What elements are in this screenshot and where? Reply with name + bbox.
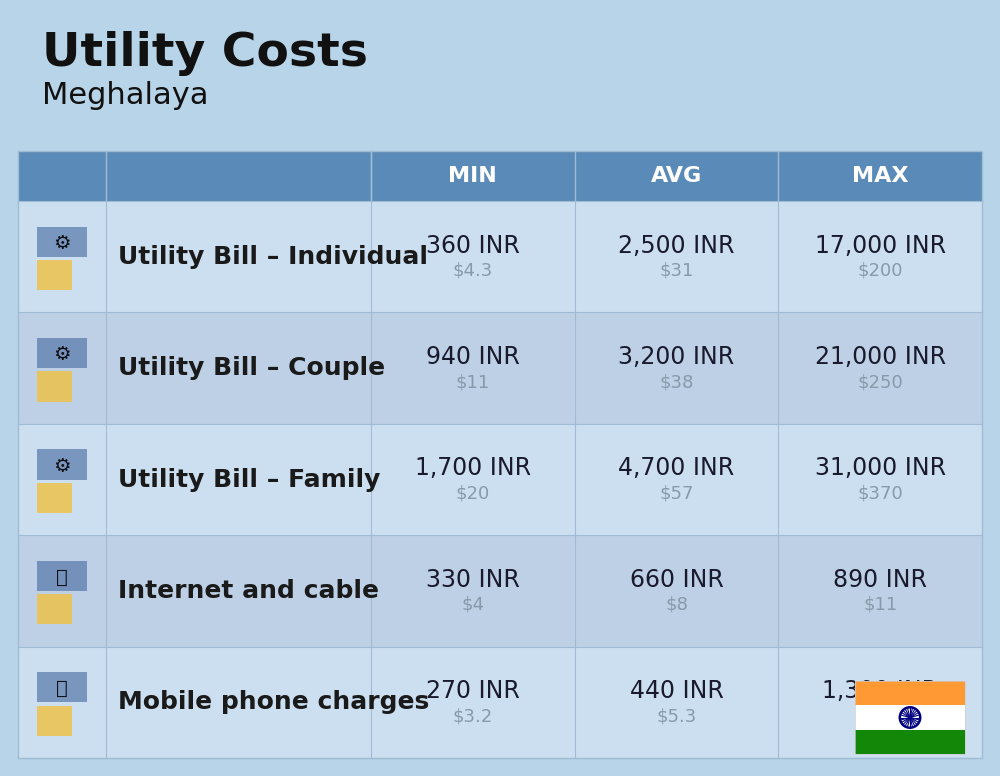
Text: 2,500 INR: 2,500 INR [618,234,735,258]
Bar [855,681,965,754]
Text: AVG: AVG [651,166,702,186]
Bar [18,313,982,424]
Text: 21,000 INR: 21,000 INR [815,345,946,369]
Text: 4,700 INR: 4,700 INR [618,456,735,480]
Bar [18,646,982,758]
Text: $5.3: $5.3 [656,707,697,726]
Text: Utility Bill – Family: Utility Bill – Family [118,467,380,491]
Text: 360 INR: 360 INR [426,234,520,258]
Text: 940 INR: 940 INR [426,345,520,369]
Text: $20: $20 [456,484,490,503]
Text: ⚙: ⚙ [53,345,71,364]
Text: 890 INR: 890 INR [833,568,927,592]
Bar [18,151,982,758]
Text: $4.3: $4.3 [453,262,493,279]
Text: Utility Costs: Utility Costs [42,31,368,76]
Bar [855,729,965,754]
Text: 440 INR: 440 INR [630,679,723,703]
Text: $4: $4 [461,596,484,614]
Bar [37,372,72,401]
Bar [37,449,87,480]
Text: Internet and cable: Internet and cable [118,579,379,603]
Text: 📶: 📶 [56,568,68,587]
Bar [18,201,982,313]
Text: $11: $11 [456,373,490,391]
Bar [37,705,72,736]
Text: Utility Bill – Couple: Utility Bill – Couple [118,356,385,380]
Text: 📱: 📱 [56,680,68,698]
Text: $3.2: $3.2 [453,707,493,726]
Text: 330 INR: 330 INR [426,568,520,592]
Bar [37,672,87,702]
Text: 17,000 INR: 17,000 INR [815,234,946,258]
Bar [37,227,87,257]
Circle shape [908,716,912,719]
Text: Utility Bill – Individual: Utility Bill – Individual [118,244,428,268]
Text: 270 INR: 270 INR [426,679,520,703]
Text: $16: $16 [863,707,897,726]
Bar [37,594,72,625]
Text: $250: $250 [857,373,903,391]
Text: ⚙: ⚙ [53,456,71,476]
Bar [855,705,965,729]
Text: MAX: MAX [852,166,908,186]
Text: ⚙: ⚙ [53,234,71,253]
Text: $370: $370 [857,484,903,503]
Text: $57: $57 [659,484,694,503]
Text: 31,000 INR: 31,000 INR [815,456,946,480]
Text: $31: $31 [659,262,694,279]
Text: $38: $38 [659,373,694,391]
Bar [37,483,72,513]
Text: $200: $200 [857,262,903,279]
Bar [855,681,965,705]
Text: 1,700 INR: 1,700 INR [415,456,531,480]
Bar [37,260,72,290]
Bar [18,424,982,535]
Text: Mobile phone charges: Mobile phone charges [118,691,429,714]
Text: MIN: MIN [448,166,497,186]
Text: $8: $8 [665,596,688,614]
Bar [37,338,87,368]
Text: $11: $11 [863,596,897,614]
Text: Meghalaya: Meghalaya [42,81,208,110]
Bar [18,151,982,201]
Bar [37,561,87,591]
Text: 3,200 INR: 3,200 INR [618,345,735,369]
Text: 1,300 INR: 1,300 INR [822,679,938,703]
Bar [18,535,982,646]
Text: 660 INR: 660 INR [630,568,723,592]
